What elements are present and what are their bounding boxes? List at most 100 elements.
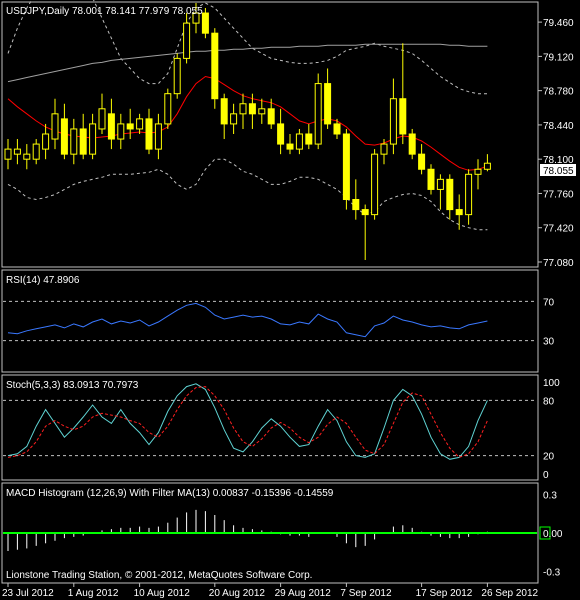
time-tick-label: 10 Aug 2012 [134,588,191,599]
candle-body-bull [436,178,444,190]
stoch-title: Stoch(5,3,3) 83.0913 70.7973 [6,380,139,391]
price-tick-label: 78.780 [543,87,574,98]
candle-body-bear [60,118,68,155]
candle-body-bull [483,162,491,170]
candle-body-bull [70,128,78,155]
macd-tick-label: -0.3 [543,568,561,579]
stoch-tick-label: 20 [543,452,555,463]
rsi-title: RSI(14) 47.8906 [6,275,80,286]
upper-band-line [7,0,488,95]
price-panel-frame [1,1,539,268]
candle-body-bear [446,178,454,211]
candle-body-bull [23,153,31,160]
rsi-tick-label: 30 [543,337,555,348]
candle-body-bear [305,133,313,145]
stoch-signal-line [7,386,488,458]
lower-band-line [7,158,488,231]
candle-body-bull [154,123,162,150]
candle-body-bull [117,123,125,140]
candle-body-bull [183,22,191,59]
candle-body-bear [201,12,209,34]
candle-body-bear [455,209,463,216]
price-tick-label: 79.120 [543,52,574,63]
candle-body-bull [136,118,144,130]
ma-line [7,75,488,171]
macd-tick-label: 0.00 [543,529,563,540]
candle-body-bull [51,113,59,140]
candle-body-bear [427,168,435,190]
rsi-panel: 70 30 [3,297,555,348]
macd-tick-label: 0.3 [543,490,557,501]
candle-body-bear [211,32,219,100]
current-price-label: 78.055 [543,166,574,177]
candle-body-bull [173,57,181,95]
stoch-tick-label: 100 [543,378,560,389]
candle-body-bull [192,12,200,24]
candle-body-bear [277,123,285,145]
candle-body-bear [79,128,87,155]
candle-body-bull [32,143,40,160]
time-tick-label: 23 Jul 2012 [2,588,54,599]
candle-body-bear [267,108,275,125]
candle-body-bull [474,168,482,175]
candle-body-bull [13,148,21,155]
time-tick-label: 1 Aug 2012 [68,588,119,599]
watermark-text: Lionstone Trading Station, © 2001-2012, … [6,570,312,581]
macd-panel-frame [1,482,539,584]
rsi-panel-frame [1,269,539,373]
candle-body-bull [295,133,303,150]
candle-body-bull [239,103,247,115]
candle-body-bull [465,173,473,216]
candle-body-bear [399,98,407,135]
candle-body-bear [107,113,115,140]
stoch-tick-label: 0 [543,470,549,481]
current-price-marker [540,164,576,176]
price-tick-label: 77.420 [543,224,574,235]
candle-body-bull [89,123,97,155]
candle-body-bear [145,118,153,150]
candle-body-bull [4,148,12,160]
candle-body-bear [248,103,256,115]
candle-body-bull [371,153,379,216]
candle-body-bear [342,133,350,201]
candle-body-bear [220,98,228,125]
time-axis: 23 Jul 2012 1 Aug 2012 10 Aug 2012 20 Aug 2… [2,583,539,599]
candle-body-bull [380,143,388,155]
stoch-panel-frame [1,374,539,481]
rsi-line [7,302,488,338]
candle-body-bull [98,108,106,130]
candle-body-bull [314,83,322,145]
price-panel: 79.460 79.120 78.780 78.440 78.100 77.760 77.4… [4,0,574,269]
chart-title: USDJPY,Daily 78.001 78.141 77.979 78.055 [6,6,203,17]
stoch-main-line [7,383,488,460]
price-tick-label: 77.760 [543,189,574,200]
candle-body-bear [324,83,332,125]
candle-body-bear [126,123,134,130]
candle-body-bear [286,143,294,150]
long-ma-line [7,43,488,83]
candle-body-bear [418,153,426,170]
rsi-tick-label: 70 [543,297,555,308]
candle-body-bear [361,209,369,216]
candle-body-bull [258,108,266,115]
time-tick-label: 7 Sep 2012 [340,588,392,599]
candle-body-bull [389,98,397,145]
macd-zero-marker [539,526,551,540]
time-tick-label: 17 Sep 2012 [416,588,473,599]
stoch-tick-label: 80 [543,396,555,407]
price-tick-label: 79.460 [543,18,574,29]
stoch-panel: 100 80 20 0 [3,378,560,481]
candle-body-bear [333,123,341,135]
candle-body-bear [352,199,360,211]
macd-panel: 0.3 0.00 -0.3 [3,490,563,579]
macd-title: MACD Histogram (12,26,9) With Filter MA(… [6,488,334,499]
price-tick-label: 78.100 [543,155,574,166]
candle-body-bear [408,133,416,155]
price-tick-label: 77.080 [543,258,574,269]
time-tick-label: 20 Aug 2012 [209,588,266,599]
time-tick-label: 29 Aug 2012 [275,588,332,599]
candle-body-bull [164,93,172,125]
price-tick-label: 78.440 [543,121,574,132]
